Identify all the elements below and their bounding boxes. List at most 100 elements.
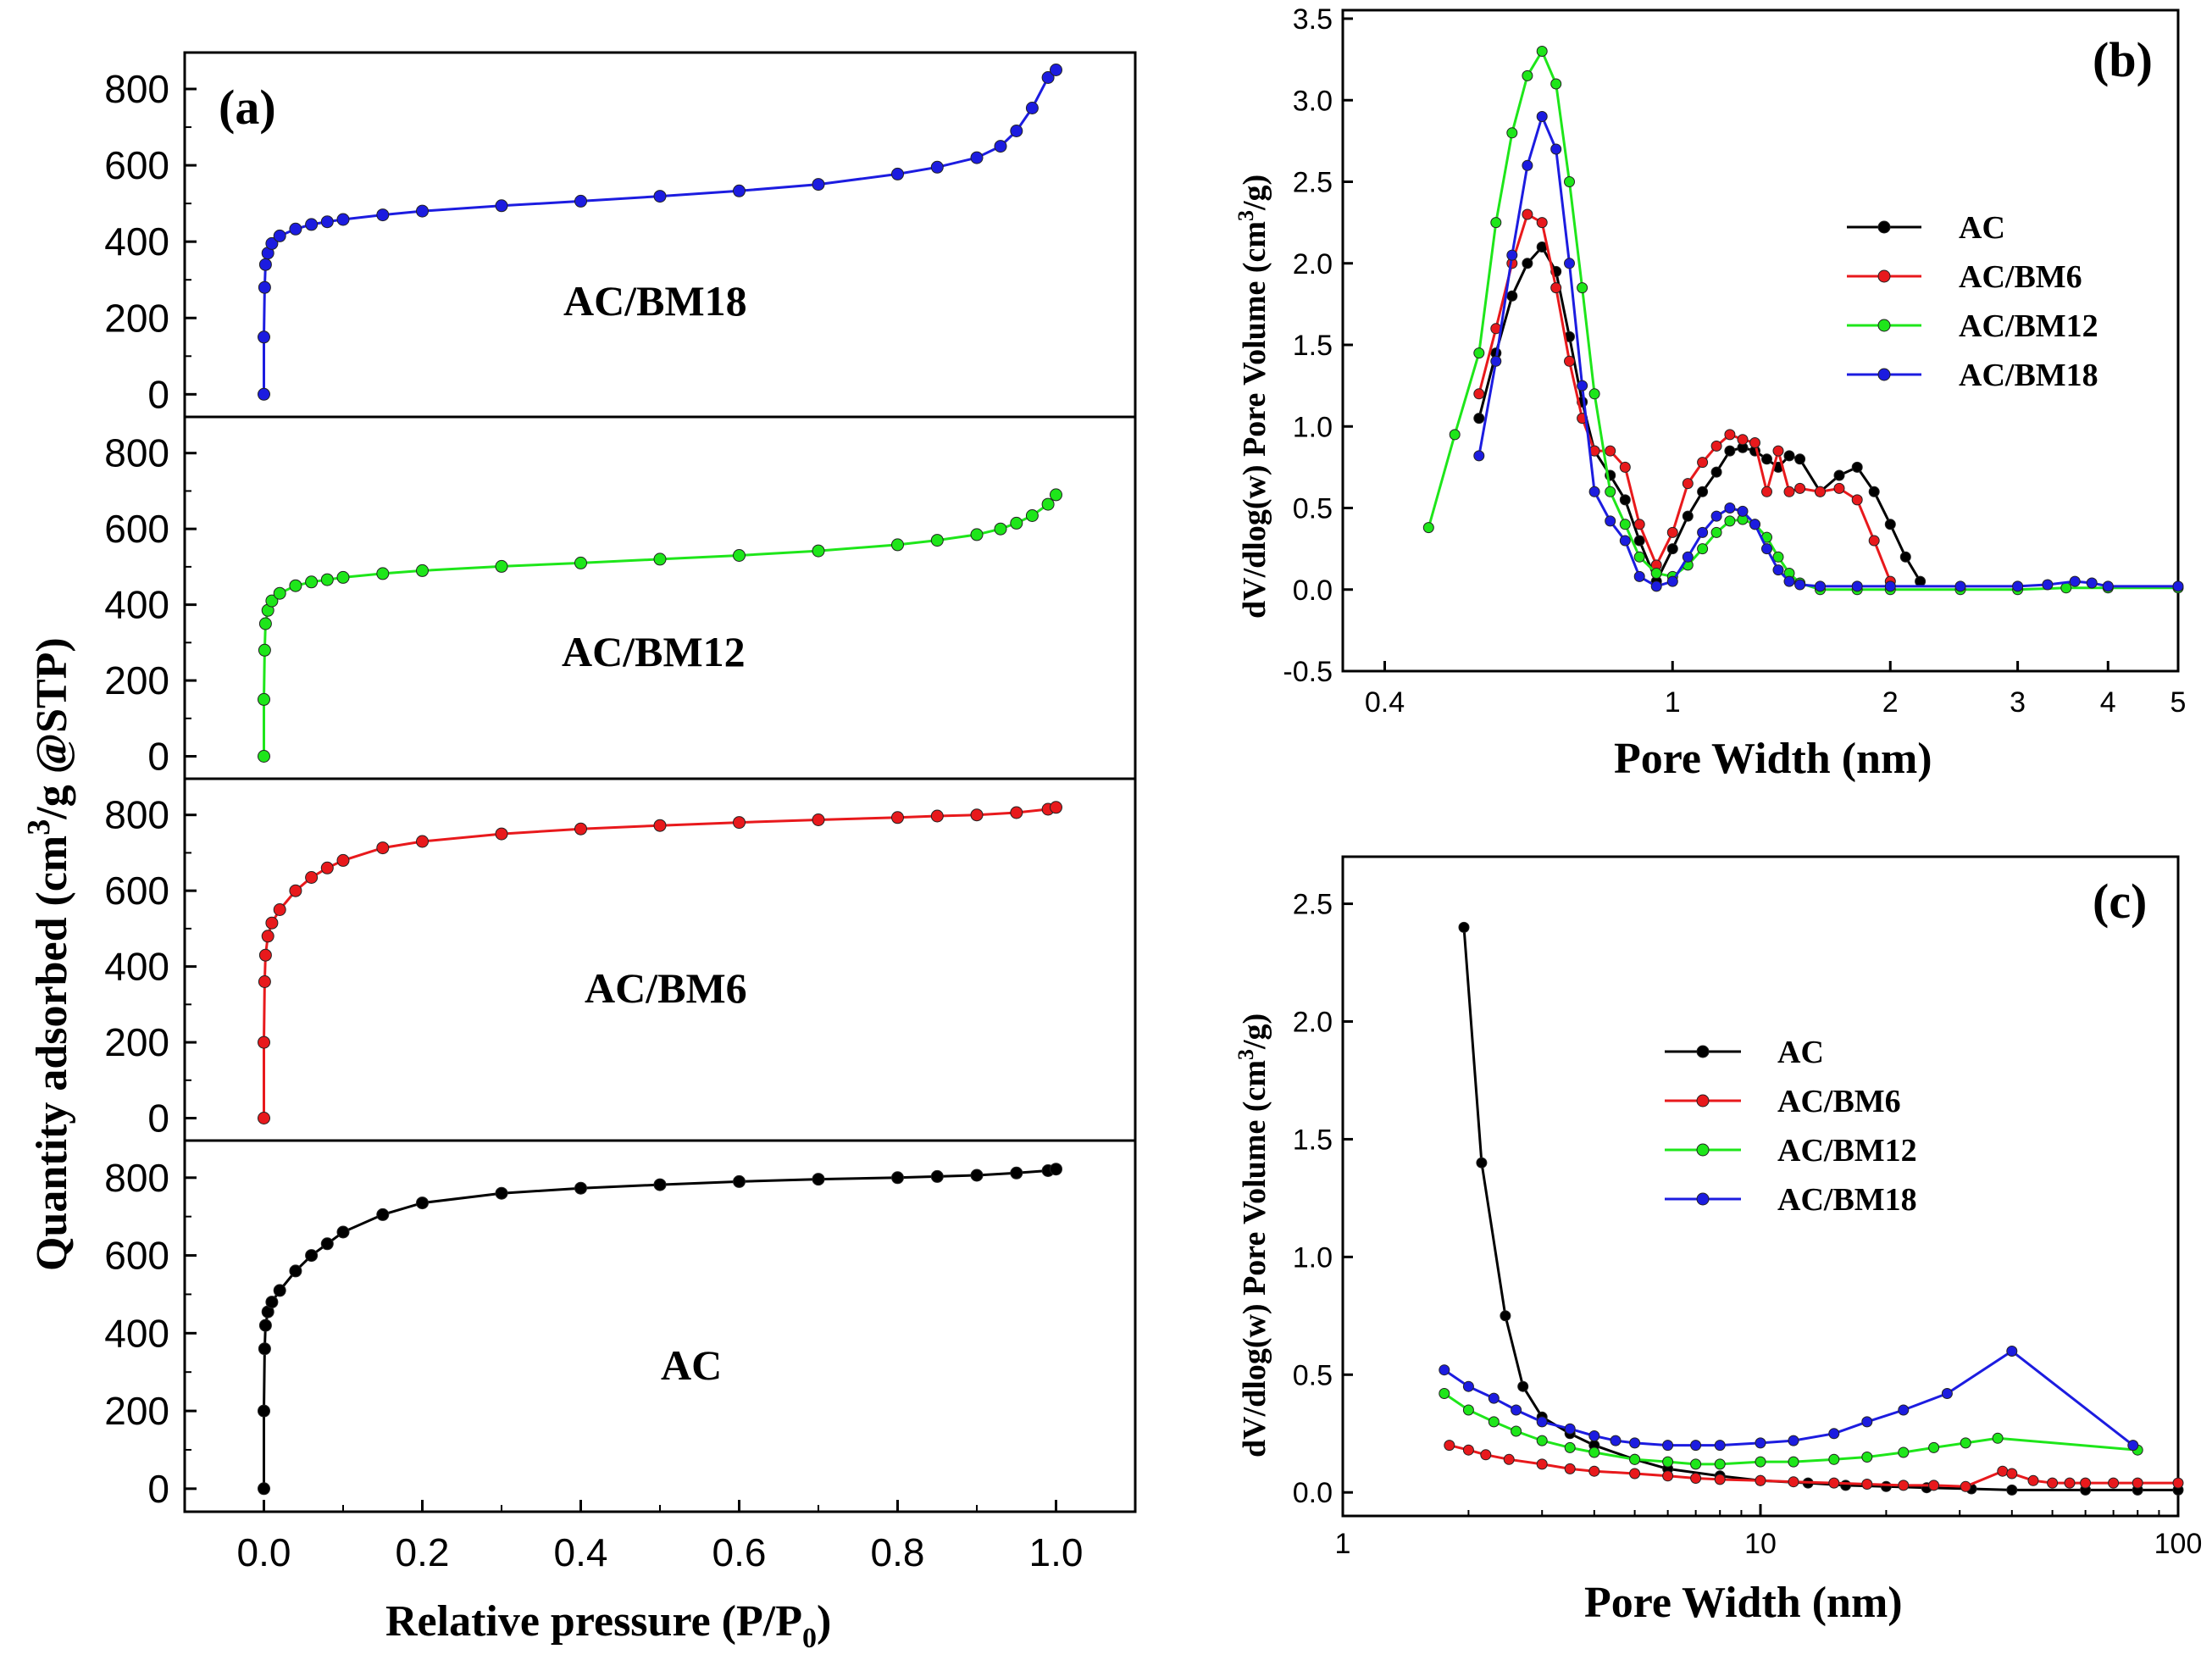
a-ytick-label-2-0: 0 bbox=[147, 1096, 169, 1141]
panel-a-x-axis-title: Relative pressure (P/P0) bbox=[385, 1597, 831, 1654]
c-point-ac-bm12-11 bbox=[1755, 1456, 1766, 1468]
c-legend-label-ac: AC bbox=[1777, 1035, 1824, 1070]
b-point-ac-bm18-15 bbox=[1697, 526, 1709, 538]
c-ytick-label-3: 1.5 bbox=[1293, 1124, 1333, 1156]
a-1-point-ac-bm12-5 bbox=[265, 594, 279, 608]
panel-a-x-axis-title-sub: 0 bbox=[802, 1623, 817, 1654]
a-xtick-label-0: 0.0 bbox=[237, 1530, 291, 1574]
b-point-ac-bm18-16 bbox=[1710, 510, 1722, 522]
a-0-point-ac-bm18-7 bbox=[289, 222, 302, 236]
a-1-point-ac-bm12-1 bbox=[258, 692, 270, 706]
b-point-ac-bm12-8 bbox=[1564, 176, 1575, 187]
b-ytick-label-3: 1.0 bbox=[1293, 411, 1333, 443]
b-point-ac-bm18-28 bbox=[2012, 580, 2024, 592]
b-point-ac-bm6-6 bbox=[1564, 355, 1575, 367]
c-point-ac-bm6-21 bbox=[2047, 1477, 2059, 1489]
a-2-point-ac-bm6-16 bbox=[733, 816, 746, 830]
a-1-point-ac-bm12-3 bbox=[258, 617, 272, 630]
c-point-ac-bm18-1 bbox=[1462, 1380, 1474, 1392]
b-point-ac-bm6-5 bbox=[1550, 282, 1562, 294]
b-xtick-label-2: 2 bbox=[1882, 686, 1899, 719]
sample-label-ac: AC bbox=[661, 1341, 722, 1389]
b-point-ac-bm18-10 bbox=[1619, 535, 1631, 547]
a-0-point-ac-bm18-2 bbox=[258, 280, 271, 294]
a-ytick-label-2-4: 800 bbox=[104, 793, 169, 837]
a-1-point-ac-bm12-2 bbox=[258, 643, 271, 657]
c-point-ac-bm12-9 bbox=[1690, 1458, 1702, 1470]
b-point-ac-27 bbox=[1868, 486, 1880, 497]
a-0-point-ac-bm18-25 bbox=[1050, 64, 1062, 76]
a-1-point-ac-bm12-8 bbox=[305, 575, 319, 589]
b-point-ac-14 bbox=[1682, 510, 1694, 522]
c-legend-label-ac-bm12: AC/BM12 bbox=[1777, 1133, 1917, 1169]
c-point-ac-bm6-16 bbox=[1928, 1480, 1940, 1491]
c-point-ac-bm18-9 bbox=[1662, 1440, 1674, 1452]
c-line-ac-bm12 bbox=[1443, 1392, 2138, 1466]
b-legend-label-ac-bm6: AC/BM6 bbox=[1959, 259, 2082, 295]
panel-a-y-axis-title-sup: 3 bbox=[21, 819, 57, 836]
a-2-point-ac-bm6-1 bbox=[258, 1035, 270, 1049]
b-line-ac-bm12 bbox=[1427, 48, 2178, 591]
b-point-ac-bm18-6 bbox=[1564, 258, 1575, 269]
a-0-point-ac-bm18-16 bbox=[733, 184, 746, 197]
b-point-ac-30 bbox=[1915, 575, 1926, 587]
b-xtick-label-1: 1 bbox=[1665, 686, 1681, 719]
c-point-ac-bm6-0 bbox=[1444, 1440, 1455, 1452]
a-1-point-ac-bm12-9 bbox=[320, 573, 334, 586]
c-point-ac-bm6-17 bbox=[1960, 1480, 1971, 1492]
a-xtick-label-2: 0.4 bbox=[554, 1530, 608, 1574]
a-xtick-label-1: 0.2 bbox=[396, 1530, 450, 1574]
panel-b-x-ticks: 0.4 1 2 3 4 5 bbox=[1365, 661, 2186, 719]
c-point-ac-bm12-0 bbox=[1439, 1388, 1450, 1399]
panel-a-label: (a) bbox=[219, 80, 276, 135]
b-point-ac-bm12-18 bbox=[1710, 526, 1722, 538]
panel-b-frame bbox=[1341, 8, 2180, 673]
b-ytick-label-6: 2.5 bbox=[1293, 167, 1333, 199]
b-point-ac-bm18-22 bbox=[1783, 575, 1795, 587]
c-legend-label-ac-bm18: AC/BM18 bbox=[1777, 1182, 1917, 1218]
a-2-point-ac-bm6-10 bbox=[336, 853, 350, 867]
b-point-ac-bm12-10 bbox=[1588, 388, 1600, 400]
b-point-ac-17 bbox=[1724, 445, 1736, 457]
c-legend-marker-ac-bm18 bbox=[1696, 1192, 1710, 1206]
c-xtick-label-0: 1 bbox=[1335, 1528, 1351, 1560]
c-point-ac-bm12-6 bbox=[1588, 1446, 1600, 1458]
b-point-ac-bm12-2 bbox=[1473, 347, 1485, 359]
c-point-ac-bm6-8 bbox=[1662, 1470, 1674, 1482]
b-point-ac-bm6-27 bbox=[1868, 535, 1880, 547]
b-point-ac-bm12-7 bbox=[1550, 78, 1562, 90]
a-xtick-label-5: 1.0 bbox=[1029, 1530, 1084, 1574]
a-0-line-ac-bm18 bbox=[263, 69, 1057, 395]
a-2-point-ac-bm6-15 bbox=[653, 819, 667, 832]
a-3-point-ac-8 bbox=[305, 1249, 319, 1263]
b-legend-marker-ac-bm6 bbox=[1877, 269, 1891, 283]
c-ytick-label-0: 0.0 bbox=[1293, 1477, 1333, 1509]
b-point-ac-bm12-13 bbox=[1633, 551, 1645, 563]
c-point-ac-bm6-9 bbox=[1690, 1473, 1702, 1484]
b-point-ac-bm6-22 bbox=[1783, 486, 1795, 497]
b-point-ac-bm6-9 bbox=[1605, 445, 1616, 457]
c-point-ac-bm18-5 bbox=[1564, 1423, 1576, 1435]
b-point-ac-bm6-26 bbox=[1851, 494, 1863, 506]
sample-label-ac-bm18: AC/BM18 bbox=[563, 277, 747, 325]
panel-b-y-axis-title-main: dV/dlog(w) Pore Volume (cm bbox=[1237, 221, 1272, 619]
c-point-ac-bm6-6 bbox=[1588, 1465, 1600, 1477]
a-3-point-ac-3 bbox=[258, 1319, 272, 1332]
a-0-point-ac-bm18-13 bbox=[495, 199, 508, 213]
a-ytick-label-0-0: 0 bbox=[147, 372, 169, 416]
b-point-ac-bm6-18 bbox=[1737, 434, 1749, 446]
a-ytick-label-1-3: 600 bbox=[104, 507, 169, 551]
b-point-ac-bm12-6 bbox=[1536, 46, 1548, 57]
a-1-point-ac-bm12-15 bbox=[653, 552, 667, 566]
b-legend-marker-ac-bm18 bbox=[1877, 368, 1891, 381]
c-point-ac-bm6-3 bbox=[1503, 1453, 1515, 1465]
a-ytick-label-1-2: 400 bbox=[104, 583, 169, 627]
a-0-point-ac-bm18-8 bbox=[305, 218, 319, 231]
a-2-point-ac-bm6-11 bbox=[376, 841, 390, 855]
c-point-ac-bm18-19 bbox=[2127, 1440, 2139, 1452]
b-point-ac-3 bbox=[1522, 258, 1533, 269]
a-3-point-ac-14 bbox=[574, 1181, 587, 1195]
b-point-ac-bm12-23 bbox=[1772, 551, 1784, 563]
b-point-ac-bm18-26 bbox=[1884, 580, 1896, 592]
b-point-ac-bm18-7 bbox=[1577, 380, 1588, 391]
